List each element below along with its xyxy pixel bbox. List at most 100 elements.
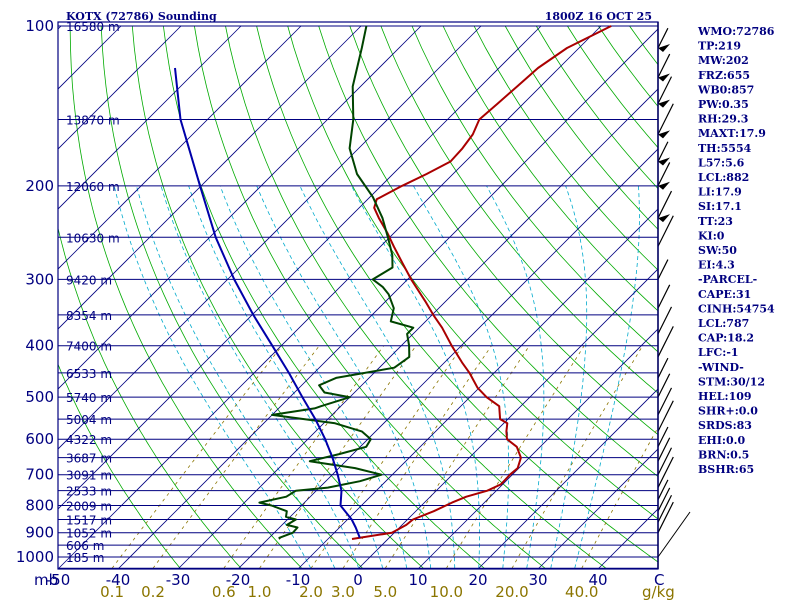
height-label: 3091 m xyxy=(66,469,112,483)
isotherm-line xyxy=(58,25,422,390)
wind-barb-flag xyxy=(658,214,670,223)
plot-frame xyxy=(57,21,659,570)
isotherm-line xyxy=(478,388,658,569)
sounding-index-entry: TH:5554 xyxy=(698,142,752,155)
dry-adiabat-line xyxy=(380,25,658,394)
dry-adiabat-line xyxy=(163,25,485,569)
mixing-ratio-tick-labels: 0.1 0.2 0.6 1.0 2.0 3.0 5.0 10.0 20.0 40.0 xyxy=(100,583,598,600)
sounding-index-entry: SHR+:0.0 xyxy=(698,405,758,418)
mixing-ratio-line xyxy=(446,345,585,569)
height-label: 12060 m xyxy=(66,180,120,194)
pressure-tick-label: 400 xyxy=(25,337,54,355)
mixing-ratio-line xyxy=(223,345,385,569)
sounding-index-entry: CINH:54754 xyxy=(698,302,775,315)
isotherm-line xyxy=(58,25,542,510)
mixing-ratio-line xyxy=(111,345,283,569)
pressure-tick-label: 300 xyxy=(25,270,54,288)
temperature-tick-label: 30 xyxy=(528,571,547,589)
wind-barb xyxy=(657,53,671,78)
moist-adiabat-line xyxy=(136,185,336,569)
sounding-index-entry: -PARCEL- xyxy=(698,273,757,286)
wind-barb-flag xyxy=(658,44,670,52)
height-label: 606 m xyxy=(66,539,104,553)
wind-barb-flag xyxy=(658,157,670,166)
sounding-index-entry: -WIND- xyxy=(698,361,744,374)
mixing-ratio-tick-label: 2.0 xyxy=(299,583,323,600)
height-label: 10630 m xyxy=(66,231,120,245)
moist-adiabat-line xyxy=(550,185,588,569)
temperature-tick-label: -20 xyxy=(226,571,251,589)
moist-adiabat-line xyxy=(299,185,456,569)
sounding-index-entry: L57:5.6 xyxy=(698,156,745,169)
wind-barb xyxy=(657,373,671,398)
sounding-index-entry: MAXT:17.9 xyxy=(698,127,766,140)
dry-adiabat-line xyxy=(194,25,546,569)
wind-barb xyxy=(657,494,673,523)
dry-adiabat-line xyxy=(100,25,363,569)
height-label: 9420 m xyxy=(66,273,112,287)
mixing-ratio-tick-label: 0.1 xyxy=(100,583,124,600)
sounding-index-entry: PW:0.35 xyxy=(698,98,749,111)
height-label: 2009 m xyxy=(66,500,112,514)
wind-barb xyxy=(657,103,674,135)
height-label: 13870 m xyxy=(66,114,120,128)
dry-adiabat-line xyxy=(58,226,242,569)
isotherm-line xyxy=(538,448,658,569)
sounding-index-entry: FRZ:655 xyxy=(698,69,750,82)
wind-barb xyxy=(657,326,674,358)
wind-barb xyxy=(657,76,673,104)
wind-barb xyxy=(657,387,673,416)
dry-adiabat-line xyxy=(131,25,424,569)
wind-barb-flag xyxy=(658,181,670,190)
wind-barb xyxy=(657,487,671,512)
sounding-index-entry: LI:17.9 xyxy=(698,186,742,199)
parcel-profile-line xyxy=(174,67,361,539)
mixing-ratio-tick-label: 5.0 xyxy=(373,583,397,600)
temperature-tick-label: 20 xyxy=(468,571,487,589)
dry-adiabat-line xyxy=(287,25,658,520)
sounding-index-entry: MW:202 xyxy=(698,54,749,67)
moist-adiabat-line xyxy=(486,185,545,569)
mixing-ratio-line xyxy=(384,345,530,569)
sounding-index-entry: BRN:0.5 xyxy=(698,448,749,461)
height-label: 16580 m xyxy=(66,20,120,34)
temperature-profile-line xyxy=(351,25,612,540)
temperature-tick-label: -50 xyxy=(46,571,71,589)
temperature-tick-label: 0 xyxy=(353,571,363,589)
wind-barb-flag xyxy=(658,99,670,108)
temperature-tick-label: 40 xyxy=(588,571,607,589)
moist-adiabat-line xyxy=(188,185,384,569)
wind-barb-flag xyxy=(658,130,670,139)
height-label: 1052 m xyxy=(66,527,112,541)
wind-barb xyxy=(657,162,671,187)
isotherm-line xyxy=(418,328,658,569)
wind-barb xyxy=(657,447,673,476)
wind-barb xyxy=(657,456,674,488)
dry-adiabat-line xyxy=(318,25,658,478)
wind-barb xyxy=(657,284,671,309)
sounding-index-entry: SW:50 xyxy=(698,244,737,257)
isotherm-line xyxy=(58,25,242,210)
pressure-tick-label: 500 xyxy=(25,388,54,406)
isotherm-line xyxy=(58,25,602,569)
mixing-ratio-line xyxy=(259,345,417,569)
dry-adiabat-line xyxy=(442,25,658,312)
temperature-tick-label: 10 xyxy=(408,571,427,589)
moist-adiabat-line xyxy=(113,185,312,569)
height-label: 4322 m xyxy=(66,433,112,447)
height-label: 6533 m xyxy=(66,367,112,381)
dry-adiabat-line xyxy=(69,25,302,569)
temperature-tick-label: -10 xyxy=(286,571,311,589)
moist-adiabat-line xyxy=(160,185,360,569)
height-label: 5740 m xyxy=(66,391,112,405)
mixing-ratio-tick-label: 10.0 xyxy=(430,583,463,600)
wind-barb xyxy=(657,357,669,379)
dry-adiabat-line xyxy=(58,363,181,569)
wind-barb xyxy=(657,479,669,500)
sounding-index-entry: WB0:857 xyxy=(697,83,754,96)
mixing-ratio-tick-label: 40.0 xyxy=(565,583,598,600)
mixing-ratio-line xyxy=(310,345,464,569)
pressure-tick-label: 900 xyxy=(25,524,54,542)
